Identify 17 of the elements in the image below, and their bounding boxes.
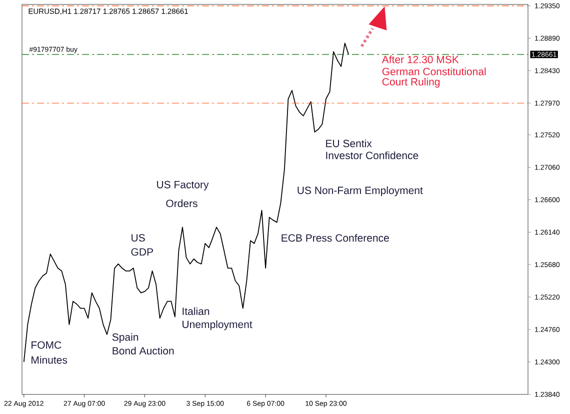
annotation: US (132, 234, 145, 242)
annotation: US Factory (157, 180, 209, 190)
annotation: ECB Press Conference (282, 234, 389, 242)
annotation: Spain (112, 332, 138, 343)
annotation: After 12.30 MSK (382, 55, 459, 64)
annotation: US Non-Farm Employment (298, 186, 423, 196)
annotation: Orders (166, 199, 198, 207)
annotation: GDP (131, 248, 153, 256)
annotation: Minutes (32, 356, 68, 364)
annotation: Bond Auction (112, 346, 174, 354)
annotation: EU Sentix (326, 139, 372, 147)
annotation: Unemployment (182, 320, 252, 330)
annotation: Investor Confidence (326, 151, 418, 159)
annotation: German Constitutional (382, 67, 486, 76)
annotation: Italian (182, 307, 210, 315)
annotation: Court Ruling (382, 78, 440, 88)
annotation: FOMC (32, 341, 62, 349)
